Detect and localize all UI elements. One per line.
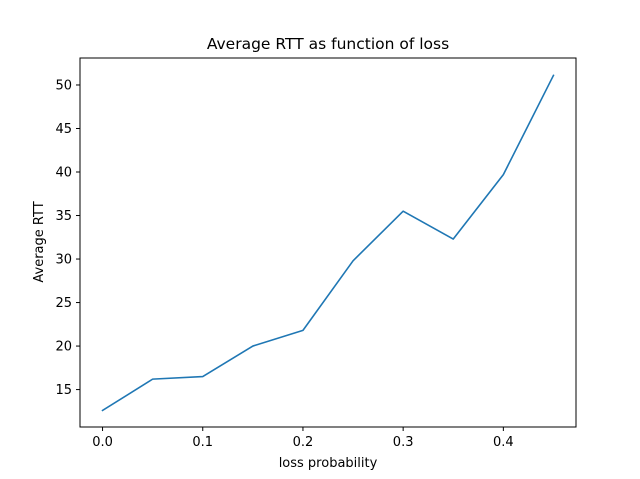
- y-tick-label: 50: [55, 78, 72, 93]
- chart-title: Average RTT as function of loss: [207, 35, 449, 53]
- y-tick-label: 45: [55, 122, 72, 137]
- y-tick-label: 15: [55, 383, 72, 398]
- y-tick-label: 25: [55, 296, 72, 311]
- y-axis-ticks: 15 20 25 30 35 40 45 50: [55, 78, 80, 398]
- axes-frame: [79, 57, 577, 428]
- x-tick-label: 0.4: [493, 435, 514, 450]
- series-layer: [101, 74, 555, 412]
- x-tick-label: 0.1: [192, 435, 213, 450]
- y-axis-title: Average RTT: [32, 201, 47, 282]
- x-tick-label: 0.0: [92, 435, 113, 450]
- y-tick-label: 40: [55, 166, 72, 181]
- y-tick-label: 30: [55, 253, 72, 268]
- x-tick-label: 0.3: [393, 435, 414, 450]
- x-tick-label: 0.2: [293, 435, 314, 450]
- x-axis-title: loss probability: [279, 456, 378, 471]
- y-tick-label: 20: [55, 340, 72, 355]
- y-tick-label: 35: [55, 209, 72, 224]
- x-axis-ticks: 0.0 0.1 0.2 0.3 0.4: [92, 427, 514, 450]
- series-line: [101, 74, 555, 412]
